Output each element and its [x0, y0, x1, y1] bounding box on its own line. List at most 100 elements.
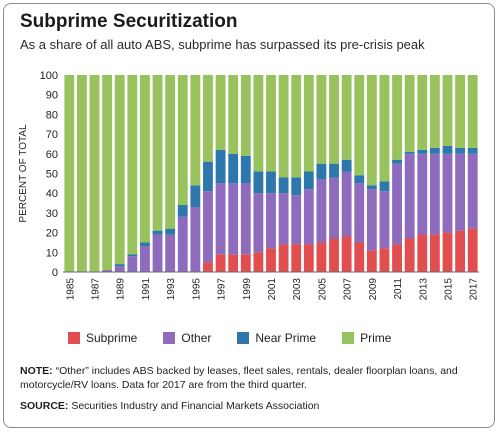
x-tick-label: 2015	[443, 278, 454, 301]
bar-near-prime	[341, 159, 352, 172]
legend-label: Prime	[360, 331, 392, 345]
y-tick-label: 80	[46, 109, 58, 121]
bar-prime	[455, 75, 465, 148]
bar-near-prime	[253, 171, 264, 194]
bar-subprime	[354, 242, 365, 272]
chart-note: NOTE: “Other” includes ABS backed by lea…	[20, 364, 485, 392]
x-tick-label: 1991	[141, 278, 152, 301]
y-axis-label: PERCENT OF TOTAL	[18, 124, 29, 223]
x-tick-label: 1995	[191, 278, 202, 301]
chart-subtitle: As a share of all auto ABS, subprime has…	[20, 37, 425, 52]
bar-subprime	[278, 244, 289, 272]
y-tick-label: 100	[40, 70, 58, 82]
bar-other	[177, 216, 188, 272]
source-text: Securities Industry and Financial Market…	[68, 400, 320, 412]
bar-near-prime	[228, 153, 239, 184]
bar-prime	[278, 75, 289, 178]
legend-label: Subprime	[86, 331, 138, 345]
bar-other	[316, 179, 327, 243]
bar-other	[379, 191, 390, 249]
bar-subprime	[291, 244, 302, 272]
bar-prime	[240, 75, 251, 156]
bar-prime	[379, 75, 390, 182]
bar-other	[114, 266, 125, 272]
bar-near-prime	[291, 177, 302, 196]
x-tick-label: 2009	[368, 278, 379, 301]
x-tick-label: 2007	[343, 278, 354, 301]
bar-subprime	[404, 238, 415, 272]
note-label: NOTE:	[20, 365, 53, 377]
legend-swatch	[342, 332, 355, 344]
source-label: SOURCE:	[20, 400, 69, 412]
bar-other	[152, 234, 163, 272]
bar-other	[240, 183, 251, 255]
bar-prime	[404, 75, 415, 152]
bar-subprime	[442, 232, 453, 272]
bar-prime	[152, 75, 163, 231]
legend-swatch	[68, 332, 80, 344]
legend-item-other: Other	[163, 331, 211, 345]
bar-near-prime	[354, 175, 365, 184]
bar-other	[442, 153, 453, 233]
x-tick-label: 2011	[393, 278, 404, 300]
bar-prime	[127, 75, 138, 255]
bar-near-prime	[316, 163, 327, 180]
bar-prime	[429, 75, 440, 148]
bar-near-prime	[240, 155, 251, 184]
y-tick-label: 40	[46, 188, 58, 200]
x-tick-label: 2013	[418, 278, 429, 301]
bar-prime	[253, 75, 264, 172]
bar-prime	[76, 75, 87, 272]
bar-prime	[467, 75, 478, 148]
bar-prime	[177, 75, 188, 206]
legend-label: Near Prime	[255, 331, 317, 345]
bar-prime	[64, 75, 75, 272]
bar-subprime	[392, 244, 402, 272]
bar-other	[366, 189, 377, 251]
y-tick-label: 20	[46, 228, 58, 240]
chart-source: SOURCE: Securities Industry and Financia…	[20, 400, 319, 412]
bar-other	[404, 153, 415, 239]
bar-prime	[329, 75, 339, 164]
bar-other	[190, 206, 201, 272]
bar-near-prime	[379, 181, 390, 192]
y-tick-label: 90	[46, 90, 58, 102]
bar-other	[278, 193, 289, 245]
x-tick-label: 2003	[292, 278, 303, 301]
bar-subprime	[366, 250, 377, 272]
x-tick-label: 1997	[217, 278, 228, 301]
bar-prime	[102, 75, 113, 271]
y-tick-label: 50	[46, 169, 58, 181]
bar-other	[266, 193, 276, 249]
bar-subprime	[240, 254, 251, 272]
x-tick-label: 1999	[242, 278, 253, 301]
bar-subprime	[379, 248, 390, 272]
y-tick-label: 70	[46, 129, 58, 141]
bar-near-prime	[114, 264, 125, 267]
bar-subprime	[455, 230, 465, 272]
x-tick-label: 1993	[166, 278, 177, 301]
bar-other	[354, 183, 365, 243]
bar-prime	[266, 75, 276, 172]
bar-near-prime	[152, 230, 163, 235]
bar-subprime	[467, 228, 478, 272]
bar-subprime	[429, 234, 440, 272]
bar-near-prime	[278, 177, 289, 194]
bar-subprime	[329, 238, 339, 272]
bar-prime	[165, 75, 176, 229]
legend-item-near-prime: Near Prime	[237, 331, 316, 345]
bar-other	[417, 153, 428, 235]
bar-prime	[215, 75, 226, 150]
bar-prime	[203, 75, 213, 162]
legend-swatch	[237, 332, 250, 344]
bar-prime	[190, 75, 201, 186]
stacked-bar-chart: 0 10 20 30 40 50 60 70 80 90 100 PERCENT OF TOTAL 19…	[18, 70, 480, 301]
bar-subprime	[417, 234, 428, 272]
bar-subprime	[253, 252, 264, 272]
legend-item-subprime: Subprime	[68, 331, 137, 345]
bar-other	[455, 153, 465, 231]
bar-prime	[140, 75, 150, 243]
bar-near-prime	[140, 242, 150, 247]
x-tick-label: 2017	[469, 278, 480, 301]
bar-near-prime	[467, 147, 478, 154]
